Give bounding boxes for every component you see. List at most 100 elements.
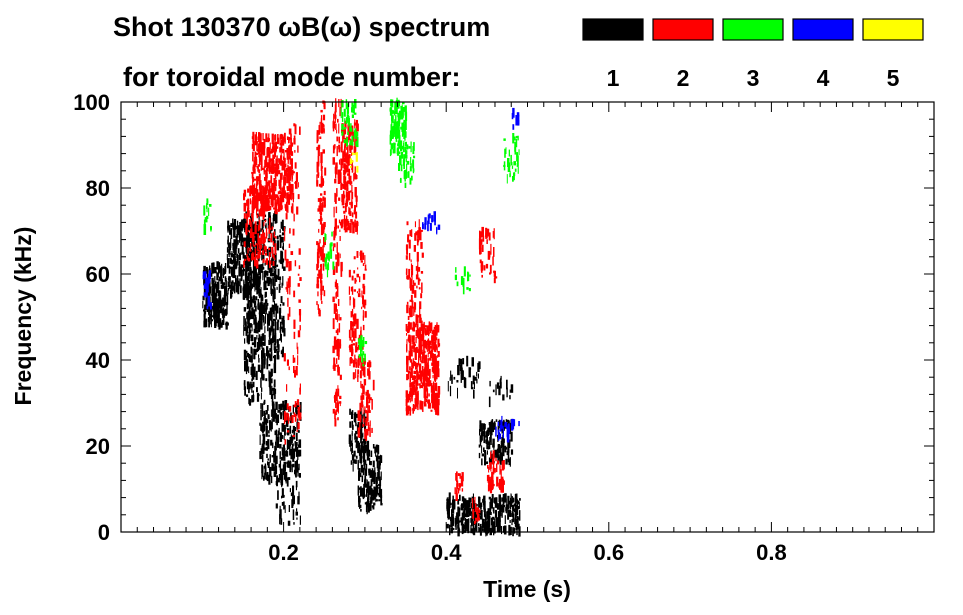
spectrum-streak [281, 319, 285, 325]
spectrum-streak [278, 204, 280, 212]
spectrum-streak [231, 283, 233, 292]
spectrum-streak [404, 129, 406, 141]
spectrum-streak [357, 360, 360, 368]
spectrum-streak [357, 376, 359, 382]
spectrum-streak [279, 311, 281, 320]
spectrum-streak [319, 251, 322, 257]
spectrum-streak [268, 198, 270, 207]
spectrum-streak [395, 123, 398, 134]
spectrum-streak [251, 324, 253, 332]
spectrum-streak [230, 258, 232, 264]
spectrum-streak [371, 505, 374, 508]
spectrum-streak [518, 421, 520, 427]
spectrum-streak [271, 182, 274, 191]
spectrum-streak [354, 166, 356, 174]
spectrum-streak [283, 227, 285, 233]
spectrum-streak [369, 397, 372, 401]
spectrum-streak [285, 213, 288, 220]
spectrum-streak [484, 522, 486, 533]
spectrum-streak [284, 132, 286, 143]
spectrum-streak [245, 350, 248, 354]
spectrum-streak [292, 404, 294, 414]
spectrum-streak [211, 272, 213, 277]
spectrum-streak [333, 357, 335, 367]
spectrum-streak [215, 270, 217, 274]
spectrum-streak [260, 403, 262, 409]
spectrum-streak [255, 243, 258, 246]
spectrum-streak [400, 164, 403, 172]
spectrum-streak [320, 254, 323, 261]
spectrum-streak [488, 457, 491, 464]
spectrum-streak [249, 286, 251, 295]
spectrum-streak [424, 363, 427, 371]
spectrum-streak [265, 441, 269, 446]
spectrum-streak [405, 272, 408, 276]
spectrum-streak [423, 345, 425, 355]
spectrum-streak [298, 473, 301, 478]
spectrum-streak [346, 181, 348, 184]
spectrum-streak [264, 472, 266, 480]
spectrum-streak [351, 443, 353, 453]
spectrum-streak [360, 361, 362, 369]
spectrum-streak [336, 129, 338, 134]
spectrum-streak [258, 312, 262, 320]
spectrum-streak [288, 177, 291, 182]
spectrum-streak [413, 342, 415, 353]
spectrum-streak [248, 353, 251, 362]
spectrum-streak [495, 457, 497, 462]
spectrum-streak [432, 385, 435, 393]
spectrum-streak [501, 512, 503, 518]
spectrum-streak [267, 182, 270, 186]
spectrum-streak [321, 273, 323, 279]
spectrum-streak [333, 230, 336, 241]
spectrum-streak [351, 128, 353, 131]
spectrum-streak [491, 422, 494, 429]
spectrum-streak [271, 455, 274, 458]
spectrum-streak [288, 137, 290, 144]
spectrum-streak [390, 143, 394, 150]
spectrum-streak [498, 511, 501, 522]
spectrum-streak [299, 412, 302, 420]
spectrum-streak [358, 471, 361, 481]
spectrum-streak [358, 338, 361, 343]
spectrum-streak [260, 293, 262, 304]
spectrum-streak [458, 358, 461, 366]
spectrum-streak [376, 499, 378, 502]
spectrum-streak [368, 367, 370, 371]
spectrum-streak [223, 269, 225, 275]
spectrum-streak [420, 384, 423, 388]
spectrum-streak [348, 286, 350, 295]
spectrum-streak [279, 277, 281, 285]
spectrum-streak [246, 284, 248, 287]
spectrum-streak [450, 516, 452, 522]
spectrum-streak [465, 505, 468, 510]
spectrum-streak [412, 322, 415, 332]
spectrum-streak [502, 526, 506, 533]
series-4-region-2 [511, 107, 520, 130]
spectrum-streak [239, 222, 242, 233]
spectrum-streak [265, 472, 267, 476]
spectrum-streak [274, 216, 276, 224]
series-4-region-3 [422, 211, 441, 235]
spectrum-streak [276, 286, 278, 290]
spectrum-streak [371, 468, 374, 479]
spectrum-streak [364, 479, 366, 484]
spectrum-streak [286, 136, 289, 140]
spectrum-streak [450, 520, 453, 527]
spectrum-streak [360, 486, 362, 489]
spectrum-streak [213, 308, 215, 319]
spectrum-streak [487, 525, 489, 534]
spectrum-streak [492, 450, 495, 459]
spectrum-streak [359, 407, 362, 417]
spectrum-streak [263, 245, 266, 251]
spectrum-streak [296, 342, 298, 350]
spectrum-streak [425, 373, 428, 383]
spectrum-streak [360, 419, 363, 425]
spectrum-streak [268, 327, 271, 337]
spectrum-streak [276, 339, 279, 343]
spectrum-streak [287, 259, 289, 264]
spectrum-streak [406, 333, 408, 336]
spectrum-streak [413, 155, 416, 159]
spectrum-streak [406, 301, 409, 305]
